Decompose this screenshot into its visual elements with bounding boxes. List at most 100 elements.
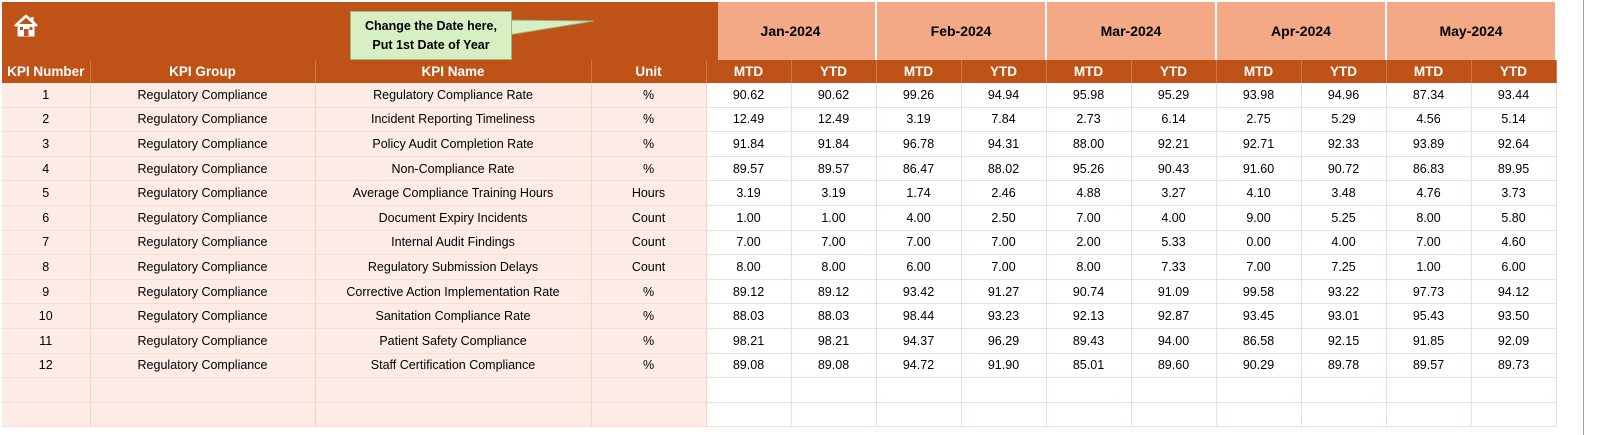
unit-cell[interactable]: % — [591, 303, 707, 329]
ytd-value-cell[interactable]: 95.29 — [1131, 83, 1217, 108]
mtd-value-cell[interactable]: 0.00 — [1216, 230, 1302, 256]
kpi-group-cell[interactable]: Regulatory Compliance — [90, 254, 316, 280]
ytd-value-cell[interactable]: 92.21 — [1131, 131, 1217, 157]
empty-cell[interactable] — [961, 402, 1047, 428]
ytd-value-cell[interactable]: 5.80 — [1471, 205, 1557, 231]
ytd-value-cell[interactable]: 94.00 — [1131, 328, 1217, 354]
mtd-value-cell[interactable]: 89.08 — [706, 353, 792, 379]
kpi-number-cell[interactable]: 9 — [2, 279, 91, 305]
mtd-value-cell[interactable]: 91.85 — [1386, 328, 1472, 354]
unit-cell[interactable]: Count — [591, 205, 707, 231]
empty-cell[interactable] — [1301, 377, 1387, 403]
mtd-value-cell[interactable]: 95.98 — [1046, 83, 1132, 108]
kpi-number-cell[interactable]: 8 — [2, 254, 91, 280]
mtd-value-cell[interactable]: 1.00 — [706, 205, 792, 231]
kpi-name-cell[interactable]: Regulatory Compliance Rate — [315, 83, 592, 108]
mtd-value-cell[interactable]: 4.76 — [1386, 180, 1472, 206]
ytd-value-cell[interactable]: 12.49 — [791, 107, 877, 133]
ytd-value-cell[interactable]: 8.00 — [791, 254, 877, 280]
kpi-number-cell[interactable]: 6 — [2, 205, 91, 231]
kpi-name-cell[interactable]: Sanitation Compliance Rate — [315, 303, 592, 329]
kpi-group-cell[interactable]: Regulatory Compliance — [90, 303, 316, 329]
mtd-value-cell[interactable]: 1.00 — [1386, 254, 1472, 280]
ytd-value-cell[interactable]: 7.25 — [1301, 254, 1387, 280]
empty-cell[interactable] — [90, 377, 316, 403]
ytd-value-cell[interactable]: 93.22 — [1301, 279, 1387, 305]
empty-cell[interactable] — [1386, 377, 1472, 403]
mtd-value-cell[interactable]: 12.49 — [706, 107, 792, 133]
empty-cell[interactable] — [2, 402, 91, 428]
mtd-value-cell[interactable]: 85.01 — [1046, 353, 1132, 379]
unit-cell[interactable]: % — [591, 107, 707, 133]
kpi-group-cell[interactable]: Regulatory Compliance — [90, 83, 316, 108]
ytd-value-cell[interactable]: 4.60 — [1471, 230, 1557, 256]
unit-cell[interactable]: Hours — [591, 180, 707, 206]
mtd-value-cell[interactable]: 7.00 — [1046, 205, 1132, 231]
kpi-name-cell[interactable]: Patient Safety Compliance — [315, 328, 592, 354]
kpi-group-cell[interactable]: Regulatory Compliance — [90, 205, 316, 231]
ytd-value-cell[interactable]: 6.14 — [1131, 107, 1217, 133]
unit-cell[interactable]: % — [591, 328, 707, 354]
ytd-value-cell[interactable]: 92.09 — [1471, 328, 1557, 354]
mtd-value-cell[interactable]: 92.71 — [1216, 131, 1302, 157]
mtd-value-cell[interactable]: 89.57 — [706, 156, 792, 182]
mtd-value-cell[interactable]: 86.58 — [1216, 328, 1302, 354]
mtd-value-cell[interactable]: 91.84 — [706, 131, 792, 157]
ytd-value-cell[interactable]: 3.27 — [1131, 180, 1217, 206]
empty-cell[interactable] — [706, 402, 792, 428]
unit-cell[interactable]: Count — [591, 230, 707, 256]
empty-cell[interactable] — [791, 402, 877, 428]
mtd-value-cell[interactable]: 93.98 — [1216, 83, 1302, 108]
kpi-number-cell[interactable]: 12 — [2, 353, 91, 379]
empty-cell[interactable] — [876, 377, 962, 403]
mtd-value-cell[interactable]: 7.00 — [706, 230, 792, 256]
kpi-group-cell[interactable]: Regulatory Compliance — [90, 180, 316, 206]
mtd-value-cell[interactable]: 4.00 — [876, 205, 962, 231]
ytd-value-cell[interactable]: 91.27 — [961, 279, 1047, 305]
mtd-value-cell[interactable]: 91.60 — [1216, 156, 1302, 182]
empty-cell[interactable] — [1471, 402, 1557, 428]
kpi-number-cell[interactable]: 4 — [2, 156, 91, 182]
unit-cell[interactable]: % — [591, 353, 707, 379]
mtd-value-cell[interactable]: 4.56 — [1386, 107, 1472, 133]
mtd-value-cell[interactable]: 95.26 — [1046, 156, 1132, 182]
empty-cell[interactable] — [591, 402, 707, 428]
ytd-value-cell[interactable]: 2.50 — [961, 205, 1047, 231]
mtd-value-cell[interactable]: 89.12 — [706, 279, 792, 305]
mtd-value-cell[interactable]: 88.03 — [706, 303, 792, 329]
kpi-name-cell[interactable]: Non-Compliance Rate — [315, 156, 592, 182]
ytd-value-cell[interactable]: 92.33 — [1301, 131, 1387, 157]
mtd-value-cell[interactable]: 7.00 — [1216, 254, 1302, 280]
empty-cell[interactable] — [591, 377, 707, 403]
mtd-value-cell[interactable]: 93.89 — [1386, 131, 1472, 157]
ytd-value-cell[interactable]: 90.43 — [1131, 156, 1217, 182]
ytd-value-cell[interactable]: 7.00 — [961, 230, 1047, 256]
ytd-value-cell[interactable]: 93.44 — [1471, 83, 1557, 108]
ytd-value-cell[interactable]: 93.01 — [1301, 303, 1387, 329]
ytd-value-cell[interactable]: 94.94 — [961, 83, 1047, 108]
ytd-value-cell[interactable]: 91.84 — [791, 131, 877, 157]
mtd-value-cell[interactable]: 1.74 — [876, 180, 962, 206]
mtd-value-cell[interactable]: 7.00 — [876, 230, 962, 256]
mtd-value-cell[interactable]: 96.78 — [876, 131, 962, 157]
empty-cell[interactable] — [791, 377, 877, 403]
ytd-value-cell[interactable]: 89.78 — [1301, 353, 1387, 379]
kpi-number-cell[interactable]: 10 — [2, 303, 91, 329]
ytd-value-cell[interactable]: 90.62 — [791, 83, 877, 108]
mtd-value-cell[interactable]: 2.00 — [1046, 230, 1132, 256]
kpi-name-cell[interactable]: Incident Reporting Timeliness — [315, 107, 592, 133]
ytd-value-cell[interactable]: 7.33 — [1131, 254, 1217, 280]
mtd-value-cell[interactable]: 4.88 — [1046, 180, 1132, 206]
empty-cell[interactable] — [1046, 377, 1132, 403]
ytd-value-cell[interactable]: 93.23 — [961, 303, 1047, 329]
kpi-name-cell[interactable]: Corrective Action Implementation Rate — [315, 279, 592, 305]
kpi-number-cell[interactable]: 5 — [2, 180, 91, 206]
mtd-value-cell[interactable]: 7.00 — [1386, 230, 1472, 256]
ytd-value-cell[interactable]: 92.15 — [1301, 328, 1387, 354]
mtd-value-cell[interactable]: 90.62 — [706, 83, 792, 108]
ytd-value-cell[interactable]: 94.31 — [961, 131, 1047, 157]
kpi-name-cell[interactable]: Staff Certification Compliance — [315, 353, 592, 379]
mtd-value-cell[interactable]: 94.72 — [876, 353, 962, 379]
ytd-value-cell[interactable]: 96.29 — [961, 328, 1047, 354]
ytd-value-cell[interactable]: 5.14 — [1471, 107, 1557, 133]
